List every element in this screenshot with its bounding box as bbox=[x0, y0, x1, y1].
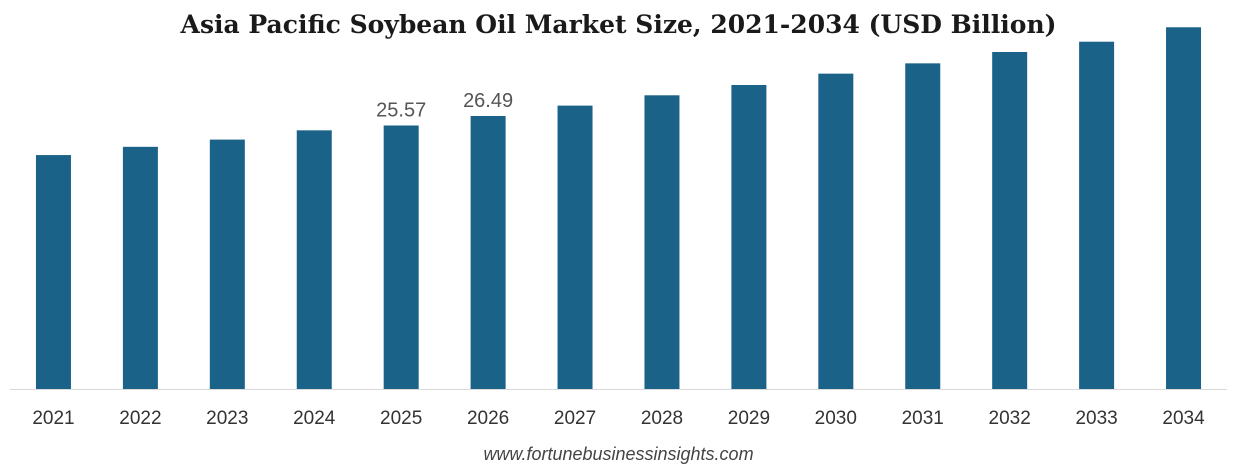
x-tick-label-2024: 2024 bbox=[293, 408, 336, 429]
x-tick-label-2030: 2030 bbox=[815, 408, 857, 429]
bar-2021 bbox=[35, 155, 71, 389]
x-tick-label-2022: 2022 bbox=[119, 408, 161, 429]
data-label-2026: 26.49 bbox=[463, 90, 513, 112]
x-tick-label-2025: 2025 bbox=[380, 408, 422, 429]
bar-2031 bbox=[905, 63, 941, 389]
x-tick-label-2028: 2028 bbox=[641, 408, 683, 429]
x-tick-label-2023: 2023 bbox=[206, 408, 248, 429]
bar-2029 bbox=[731, 84, 767, 389]
bar-2023 bbox=[209, 139, 245, 389]
source-note: www.fortunebusinessinsights.com bbox=[483, 444, 754, 464]
x-tick-label-2033: 2033 bbox=[1075, 408, 1117, 429]
bar-2032 bbox=[992, 52, 1028, 390]
data-labels-group: 25.57 26.49 bbox=[376, 90, 513, 121]
x-tick-label-2027: 2027 bbox=[554, 408, 596, 429]
bar-2030 bbox=[818, 73, 854, 390]
x-tick-label-2026: 2026 bbox=[467, 408, 509, 429]
x-tick-label-2029: 2029 bbox=[728, 408, 770, 429]
x-tick-label-2021: 2021 bbox=[32, 408, 74, 429]
bar-2028 bbox=[644, 95, 680, 390]
chart-title: Asia Pacific Soybean Oil Market Size, 20… bbox=[180, 10, 1057, 39]
bar-2034 bbox=[1166, 27, 1202, 390]
bar-2033 bbox=[1079, 41, 1115, 389]
x-tick-labels: 2021 2022 2023 2024 2025 2026 2027 2028 2029 2030… bbox=[32, 408, 1205, 429]
bar-2022 bbox=[122, 146, 158, 389]
x-tick-label-2032: 2032 bbox=[989, 408, 1031, 429]
data-label-2025: 25.57 bbox=[376, 99, 426, 121]
x-tick-label-2034: 2034 bbox=[1162, 408, 1205, 429]
bars-group bbox=[35, 27, 1202, 390]
x-tick-label-2031: 2031 bbox=[902, 408, 944, 429]
bar-2025 bbox=[383, 125, 419, 390]
bar-2024 bbox=[296, 130, 332, 389]
bar-2026 bbox=[470, 116, 506, 390]
bar-2027 bbox=[557, 105, 593, 389]
